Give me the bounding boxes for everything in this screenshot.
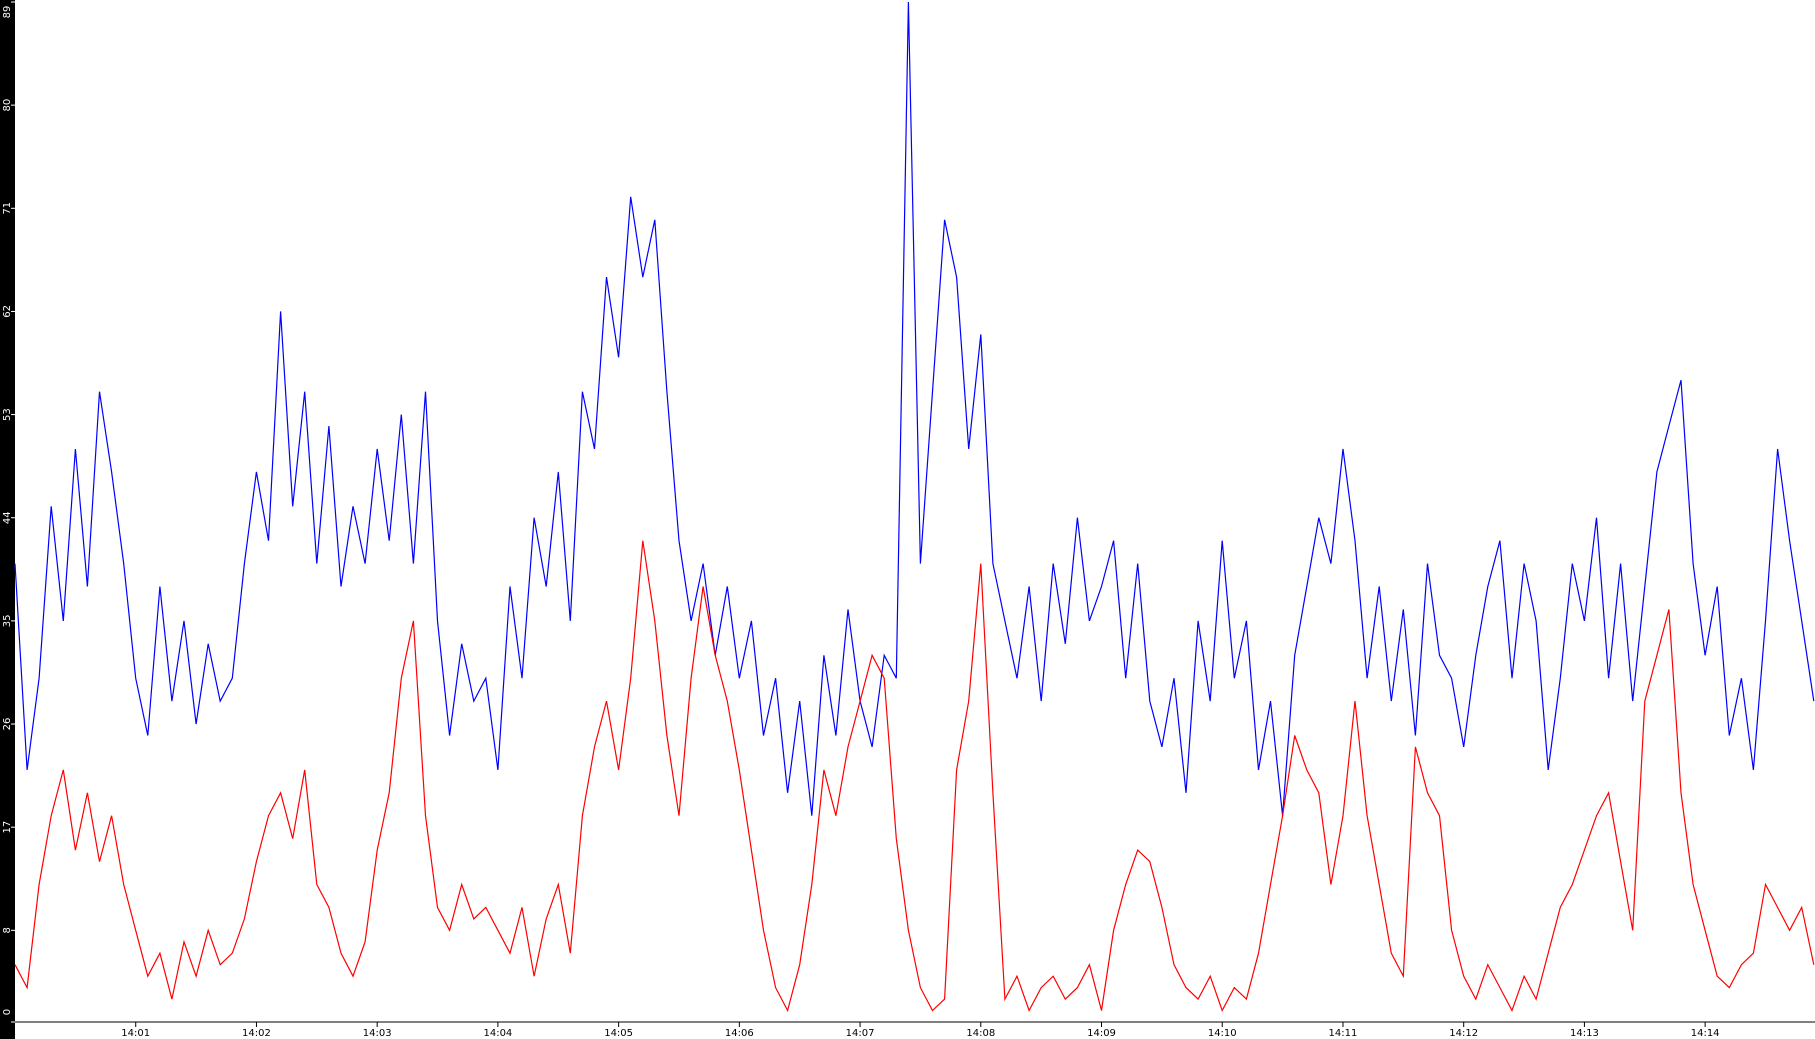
y-axis-strip (0, 0, 15, 1039)
y-tick-label: 8 (2, 927, 13, 933)
x-tick-label: 14:03 (363, 1028, 392, 1039)
y-tick-label: 62 (2, 305, 13, 318)
x-tick-label: 14:11 (1329, 1028, 1358, 1039)
x-tick-label: 14:08 (966, 1028, 995, 1039)
x-tick-label: 14:06 (725, 1028, 754, 1039)
x-tick-label: 14:12 (1449, 1028, 1478, 1039)
x-tick-label: 14:10 (1208, 1028, 1237, 1039)
x-tick-label: 14:09 (1087, 1028, 1116, 1039)
series-line (14, 1, 1815, 816)
x-tick-label: 14:13 (1570, 1028, 1599, 1039)
y-tick-label: 35 (2, 615, 13, 628)
y-tick-label: 44 (2, 511, 13, 524)
y-tick-label: 26 (2, 718, 13, 731)
y-tick-label: 17 (2, 821, 13, 834)
x-tick-label: 14:07 (846, 1028, 875, 1039)
x-tick-label: 14:02 (242, 1028, 271, 1039)
x-tick-label: 14:04 (483, 1028, 512, 1039)
x-tick-label: 14:05 (604, 1028, 633, 1039)
y-tick-label: 80 (2, 99, 13, 112)
y-tick-label: 0 (2, 1009, 13, 1015)
x-tick-label: 14:14 (1691, 1028, 1720, 1039)
y-tick-label: 53 (2, 408, 13, 421)
series-line (14, 540, 1815, 1013)
y-tick-label: 89 (2, 6, 13, 19)
y-tick-label: 71 (2, 202, 13, 215)
x-tick-label: 14:01 (121, 1028, 150, 1039)
